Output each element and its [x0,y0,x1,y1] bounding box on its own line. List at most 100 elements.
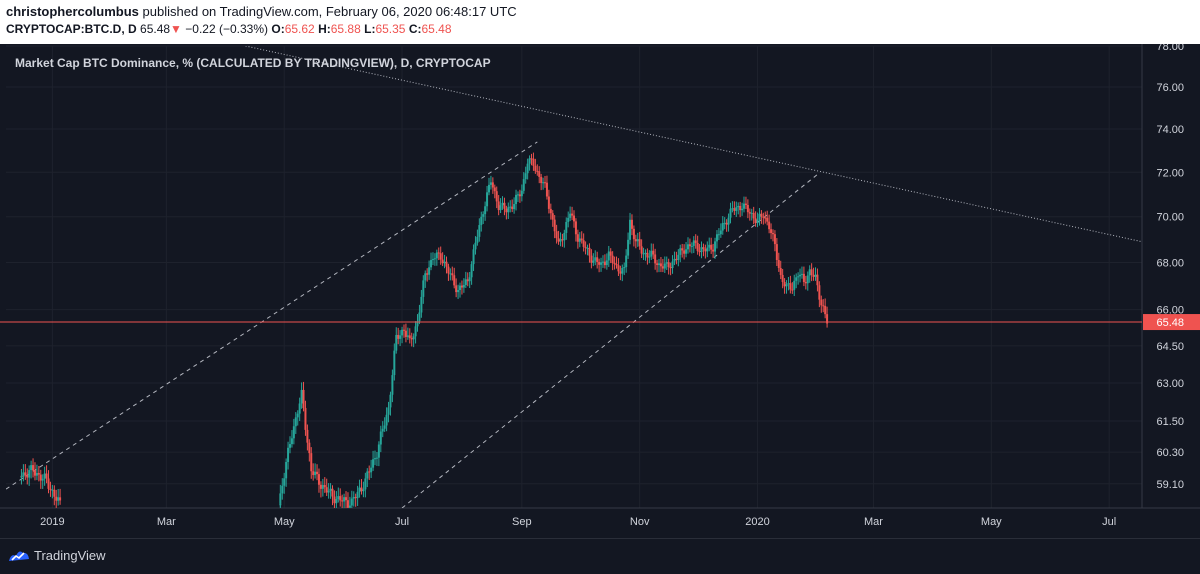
candle-body[interactable] [779,268,782,275]
candle-body[interactable] [665,262,668,264]
candle-body[interactable] [290,438,293,445]
candle-body[interactable] [667,262,670,268]
candle-body[interactable] [346,500,349,508]
candle-body[interactable] [364,478,367,490]
candle-body[interactable] [557,238,560,242]
candle-body[interactable] [791,289,794,291]
candle-body[interactable] [760,213,763,217]
candle-body[interactable] [395,334,398,351]
candle-body[interactable] [319,484,322,489]
candle-body[interactable] [468,277,471,282]
candle-body[interactable] [317,474,320,485]
candle-body[interactable] [588,247,591,256]
candle-body[interactable] [314,471,317,476]
candle-body[interactable] [402,329,405,331]
candle-body[interactable] [650,250,653,257]
candle-body[interactable] [33,470,36,476]
candle-body[interactable] [47,478,50,489]
candle-body[interactable] [381,428,384,432]
candle-body[interactable] [826,314,829,324]
candle-body[interactable] [289,444,291,448]
candle-body[interactable] [634,239,637,242]
candle-body[interactable] [677,254,680,260]
candle-body[interactable] [551,213,554,220]
candle-body[interactable] [526,163,529,174]
candle-body[interactable] [799,274,802,277]
candle-body[interactable] [489,182,492,185]
candle-body[interactable] [638,239,641,247]
candle-body[interactable] [538,171,541,177]
candle-body[interactable] [545,182,548,197]
candle-body[interactable] [37,473,40,475]
candle-body[interactable] [397,334,400,339]
candle-body[interactable] [530,158,533,160]
candle-body[interactable] [279,493,282,504]
candle-body[interactable] [571,213,574,216]
candle-body[interactable] [24,472,27,476]
candle-body[interactable] [542,182,545,184]
candle-body[interactable] [658,263,661,265]
candle-body[interactable] [375,457,378,459]
candle-body[interactable] [733,208,736,211]
tradingview-brand[interactable]: TradingView [8,547,106,563]
candle-body[interactable] [497,201,500,211]
candle-body[interactable] [464,279,467,285]
candle-body[interactable] [43,473,46,479]
candle-body[interactable] [563,232,566,241]
candle-body[interactable] [362,489,365,492]
candle-body[interactable] [752,212,755,219]
candle-body[interactable] [292,426,295,439]
candle-body[interactable] [308,442,311,454]
candle-body[interactable] [30,465,33,471]
candle-body[interactable] [515,194,518,205]
candle-body[interactable] [553,219,556,232]
candle-body[interactable] [789,283,792,290]
candle-body[interactable] [756,219,759,224]
candle-body[interactable] [565,221,568,233]
candle-body[interactable] [824,305,827,315]
candle-body[interactable] [350,498,353,506]
candle-body[interactable] [462,284,465,288]
candle-body[interactable] [524,173,527,180]
candle-body[interactable] [770,229,773,234]
candle-body[interactable] [600,262,603,265]
candle-body[interactable] [743,203,746,209]
candle-body[interactable] [648,256,651,258]
candle-body[interactable] [430,260,433,268]
candle-body[interactable] [746,204,749,213]
candle-body[interactable] [661,266,664,269]
candle-body[interactable] [28,470,31,478]
candle-body[interactable] [499,205,502,211]
candle-body[interactable] [804,281,807,284]
candle-body[interactable] [598,262,601,265]
candle-body[interactable] [447,266,450,274]
candle-body[interactable] [741,208,744,211]
candle-body[interactable] [329,488,332,491]
candle-body[interactable] [771,233,774,235]
candle-body[interactable] [410,338,413,340]
candle-body[interactable] [679,248,682,255]
candle-body[interactable] [296,413,299,418]
candle-body[interactable] [327,490,330,493]
candle-body[interactable] [486,192,489,207]
candle-body[interactable] [642,253,645,255]
candle-body[interactable] [374,458,377,460]
candle-body[interactable] [484,206,487,215]
candle-body[interactable] [404,330,407,337]
candle-body[interactable] [439,253,442,260]
candle-body[interactable] [528,158,531,164]
candle-body[interactable] [306,429,309,443]
candle-body[interactable] [387,407,390,415]
candle-body[interactable] [613,263,616,265]
candle-body[interactable] [420,296,423,313]
candle-body[interactable] [370,467,373,473]
candle-body[interactable] [785,284,788,287]
candle-body[interactable] [377,444,380,458]
candle-body[interactable] [520,190,523,197]
candle-body[interactable] [578,238,581,242]
candle-body[interactable] [449,273,452,275]
candle-body[interactable] [555,231,558,239]
candle-body[interactable] [625,255,628,268]
candle-body[interactable] [605,260,608,266]
candle-body[interactable] [797,276,800,278]
